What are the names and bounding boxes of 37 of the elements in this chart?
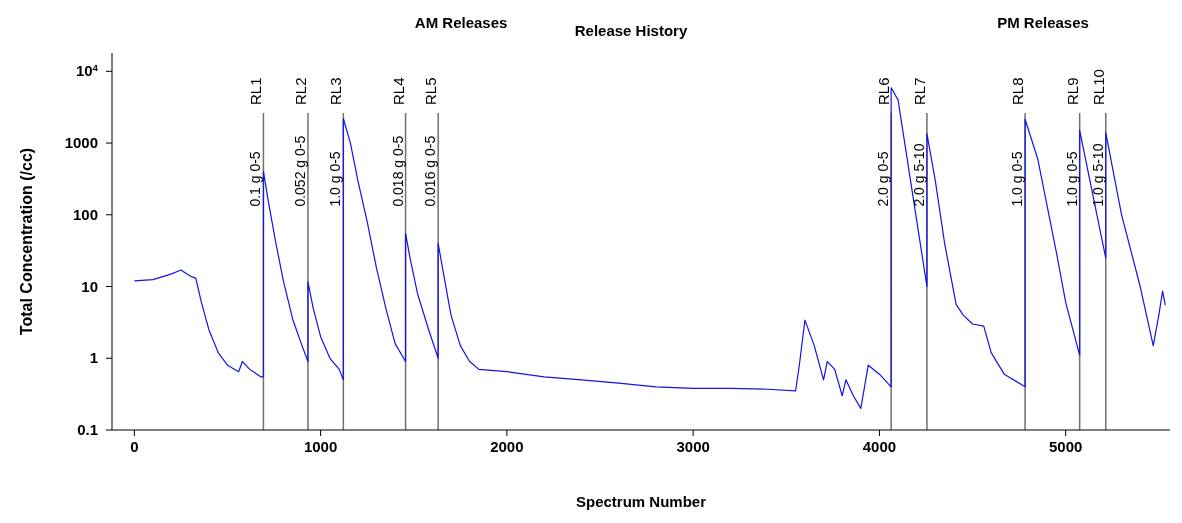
ref-line-label: RL10 [1089,69,1107,105]
ref-line-label: RL7 [910,77,928,105]
ref-line-label: RL3 [327,77,345,105]
ref-line-label: RL6 [875,77,893,105]
x-tick-label: 1000 [303,438,338,455]
annotation: 1.0 g 5-10 [1089,143,1106,207]
x-tick-label: 4000 [862,438,897,455]
text: AM Releases [414,14,508,31]
annotation: 1.0 g 0-5 [1009,151,1026,207]
y-tick-label: 10 [81,277,98,295]
text: PM Releases [997,14,1089,31]
annotation: 0.1 g 0-5 [247,151,264,207]
annotation: 0.016 g 0-5 [422,135,439,207]
annotation: 0.018 g 0-5 [389,135,406,207]
ref-line-label: RL2 [291,77,309,105]
chart-title: Release History [574,22,688,39]
annotation: 2.0 g 0-5 [875,151,892,207]
x-axis-title: Spectrum Number [575,493,707,510]
x-tick-label: 5000 [1049,438,1083,455]
x-tick-label: 3000 [676,438,710,455]
annotation: 0.052 g 0-5 [291,135,308,207]
ref-line-label: RL1 [247,77,265,105]
ref-line-label: RL5 [422,77,440,105]
annotation: 1.0 g 0-5 [1063,151,1080,207]
ref-line-label: RL9 [1063,77,1081,105]
annotation: 1.0 g 0-5 [327,151,344,207]
y-tick-label: 10$^{4}$ [75,61,99,80]
y-tick-label: 1000 [64,134,98,152]
ref-line-label: RL8 [1009,77,1027,105]
annotation: 2.0 g 5-10 [910,143,927,207]
y-axis-title: Total Concentration (/cc) [18,147,35,336]
ref-line-label: RL4 [389,77,407,105]
x-tick-label: 2000 [490,438,524,455]
y-tick-label: 100 [72,205,98,223]
x-tick-label: 0 [130,438,139,455]
y-tick-label: 1 [89,349,98,367]
y-tick-label: 0.1 [77,421,98,438]
